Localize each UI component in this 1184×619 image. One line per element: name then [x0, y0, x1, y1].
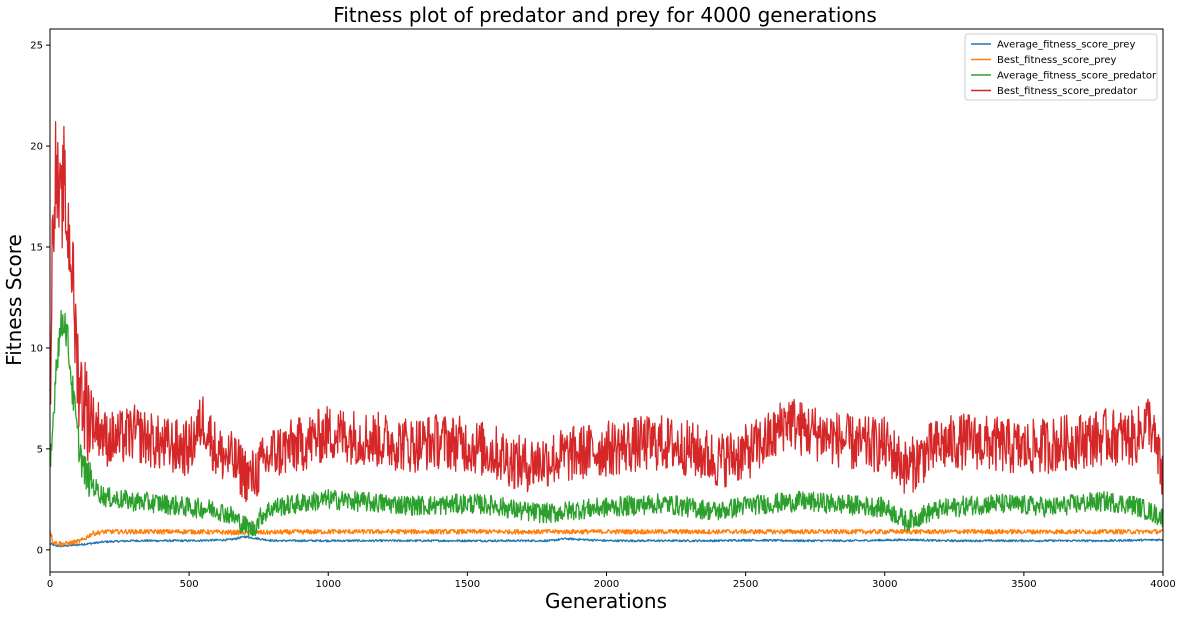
y-axis-title: Fitness Score: [2, 234, 26, 366]
y-tick-label-1: 5: [37, 444, 43, 455]
legend-label-3: Best_fitness_score_predator: [997, 86, 1138, 97]
x-tick-label-4: 2000: [594, 579, 619, 590]
x-tick-label-1: 500: [180, 579, 199, 590]
legend-label-2: Average_fitness_score_predator: [997, 71, 1157, 82]
legend: Average_fitness_score_prey Best_fitness_s…: [964, 33, 1158, 101]
x-tick-label-2: 1000: [316, 579, 341, 590]
series-line-3: [49, 121, 1164, 503]
y-tick-label-4: 20: [30, 142, 43, 153]
x-tick-label-0: 0: [47, 579, 53, 590]
chart-title: Fitness plot of predator and prey for 40…: [333, 3, 877, 27]
series-line-0: [49, 535, 1164, 548]
plot-frame: [49, 28, 1164, 573]
x-tick-label-6: 3000: [872, 579, 897, 590]
y-tick-label-0: 0: [37, 545, 43, 556]
legend-label-1: Best_fitness_score_prey: [997, 55, 1117, 66]
x-tick-label-7: 3500: [1011, 579, 1036, 590]
x-tick-label-8: 4000: [1150, 579, 1175, 590]
series-line-2: [49, 309, 1164, 538]
axis-ticks: 0 500 1000 1500 2000 2500 3000 3500 4000 0 5 10 15 20…: [30, 41, 1175, 590]
x-axis-title: Generations: [545, 589, 667, 613]
legend-label-0: Average_fitness_score_prey: [997, 40, 1135, 51]
series-line-1: [49, 528, 1164, 547]
y-tick-label-2: 10: [30, 343, 43, 354]
y-tick-label-5: 25: [30, 41, 43, 52]
y-tick-label-3: 15: [30, 243, 43, 254]
x-tick-label-5: 2500: [733, 579, 758, 590]
plot-area: [49, 121, 1164, 548]
x-tick-label-3: 1500: [455, 579, 480, 590]
legend-box: [964, 33, 1158, 101]
